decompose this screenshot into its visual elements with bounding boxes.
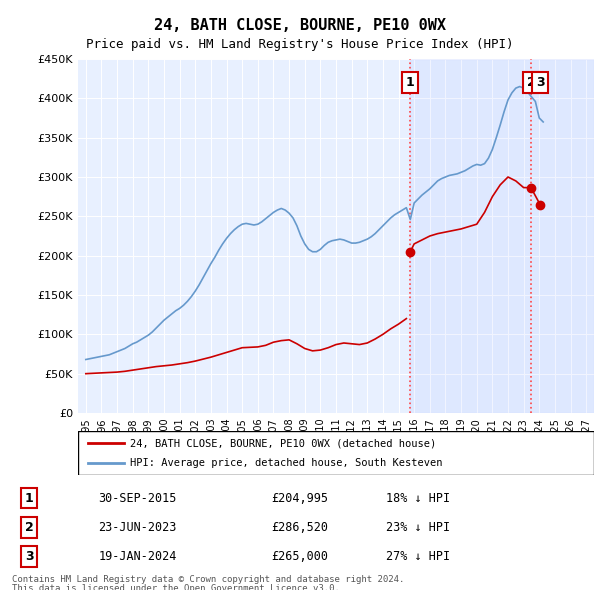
Text: Contains HM Land Registry data © Crown copyright and database right 2024.: Contains HM Land Registry data © Crown c… (12, 575, 404, 584)
Text: 30-SEP-2015: 30-SEP-2015 (98, 491, 177, 504)
FancyBboxPatch shape (78, 431, 594, 475)
Text: 2: 2 (25, 521, 34, 534)
Text: HPI: Average price, detached house, South Kesteven: HPI: Average price, detached house, Sout… (130, 458, 442, 467)
Text: 3: 3 (536, 76, 544, 89)
Text: 1: 1 (406, 76, 415, 89)
Text: 18% ↓ HPI: 18% ↓ HPI (386, 491, 451, 504)
Text: £204,995: £204,995 (271, 491, 328, 504)
Text: 23% ↓ HPI: 23% ↓ HPI (386, 521, 451, 534)
Text: £265,000: £265,000 (271, 550, 328, 563)
Text: £286,520: £286,520 (271, 521, 328, 534)
Text: This data is licensed under the Open Government Licence v3.0.: This data is licensed under the Open Gov… (12, 584, 340, 590)
Text: Price paid vs. HM Land Registry's House Price Index (HPI): Price paid vs. HM Land Registry's House … (86, 38, 514, 51)
Text: 24, BATH CLOSE, BOURNE, PE10 0WX: 24, BATH CLOSE, BOURNE, PE10 0WX (154, 18, 446, 32)
Text: 23-JUN-2023: 23-JUN-2023 (98, 521, 177, 534)
Bar (410, 59, 594, 413)
Text: 1: 1 (25, 491, 34, 504)
Text: 19-JAN-2024: 19-JAN-2024 (98, 550, 177, 563)
Text: 3: 3 (25, 550, 34, 563)
Text: 2: 2 (527, 76, 535, 89)
Text: 27% ↓ HPI: 27% ↓ HPI (386, 550, 451, 563)
Text: 24, BATH CLOSE, BOURNE, PE10 0WX (detached house): 24, BATH CLOSE, BOURNE, PE10 0WX (detach… (130, 438, 436, 448)
